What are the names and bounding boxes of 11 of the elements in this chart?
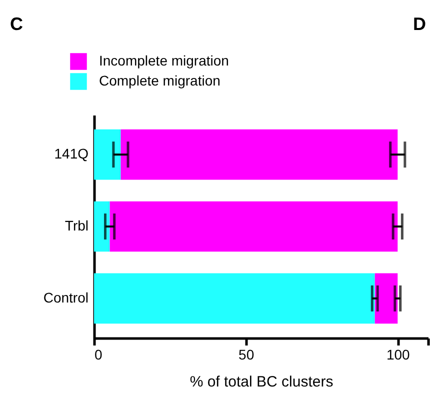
y-tick-label: 141Q	[54, 146, 89, 162]
text: D	[413, 14, 426, 35]
chart-title: C	[10, 14, 23, 35]
y-tick-label: Control	[43, 289, 88, 306]
x-tick-label: 0	[94, 346, 102, 362]
x-tick-label: 100	[386, 346, 410, 362]
x-tick-label: 50	[238, 346, 254, 362]
y-tick-label: Trbl	[64, 218, 88, 234]
legend-label: Complete migration	[99, 72, 220, 88]
x-axis-title: % of total BC clusters	[190, 374, 334, 390]
legend-label: Incomplete migration	[99, 52, 229, 68]
